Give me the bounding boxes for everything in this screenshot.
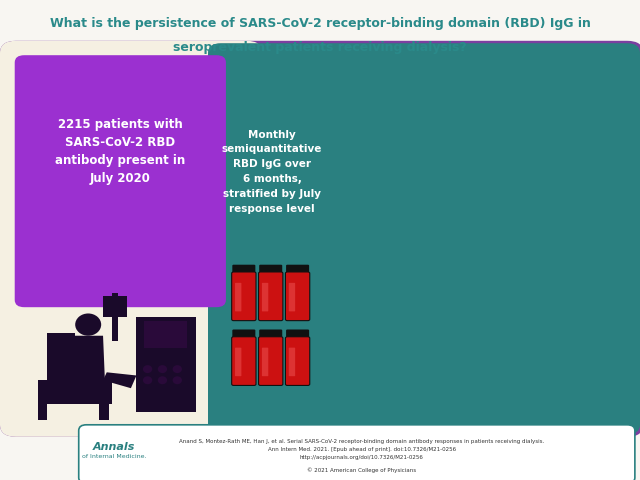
Legend: 1 ≤ July IgG index 5 (n=390 [18%]), 5 ≤ July IgG index <10 (n=292 [13%]), July I: 1 ≤ July IgG index 5 (n=390 [18%]), 5 ≤ … bbox=[474, 85, 618, 112]
Text: http://acpjournals.org/doi/10.7326/M21-0256: http://acpjournals.org/doi/10.7326/M21-0… bbox=[300, 456, 424, 460]
Polygon shape bbox=[99, 401, 109, 420]
Text: seroprevalent patients receiving dialysis?: seroprevalent patients receiving dialysi… bbox=[173, 41, 467, 54]
Polygon shape bbox=[72, 336, 105, 380]
Text: What is the persistence of SARS-CoV-2 receptor-binding domain (RBD) IgG in: What is the persistence of SARS-CoV-2 re… bbox=[49, 17, 591, 30]
Polygon shape bbox=[38, 380, 113, 404]
Text: Annals: Annals bbox=[93, 443, 135, 452]
Polygon shape bbox=[38, 401, 47, 420]
Text: Ann Intern Med. 2021. [Epub ahead of print]. doi:10.7326/M21-0256: Ann Intern Med. 2021. [Epub ahead of pri… bbox=[268, 447, 456, 452]
Circle shape bbox=[158, 365, 167, 373]
Circle shape bbox=[76, 313, 101, 336]
Text: Monthly
semiquantitative
RBD IgG over
6 months,
stratified by July
response leve: Monthly semiquantitative RBD IgG over 6 … bbox=[222, 130, 322, 214]
Y-axis label: Median IgG Index (95% CI): Median IgG Index (95% CI) bbox=[284, 195, 293, 297]
Text: Anand S, Montez-Rath ME, Han J, et al. Serial SARS-CoV-2 receptor-binding domain: Anand S, Montez-Rath ME, Han J, et al. S… bbox=[179, 439, 544, 444]
Polygon shape bbox=[103, 296, 127, 317]
X-axis label: Testing Month (2020): Testing Month (2020) bbox=[415, 433, 523, 442]
Polygon shape bbox=[144, 322, 187, 348]
Circle shape bbox=[173, 376, 182, 384]
Circle shape bbox=[158, 376, 167, 384]
Circle shape bbox=[173, 365, 182, 373]
Polygon shape bbox=[136, 317, 196, 412]
Text: © 2021 American College of Physicians: © 2021 American College of Physicians bbox=[307, 468, 416, 473]
Polygon shape bbox=[103, 372, 136, 388]
Circle shape bbox=[143, 376, 152, 384]
Polygon shape bbox=[113, 293, 118, 340]
Circle shape bbox=[143, 365, 152, 373]
Polygon shape bbox=[47, 333, 76, 404]
Text: 2215 patients with
SARS-CoV-2 RBD
antibody present in
July 2020: 2215 patients with SARS-CoV-2 RBD antibo… bbox=[55, 118, 186, 185]
Text: of Internal Medicine.: of Internal Medicine. bbox=[82, 455, 146, 459]
